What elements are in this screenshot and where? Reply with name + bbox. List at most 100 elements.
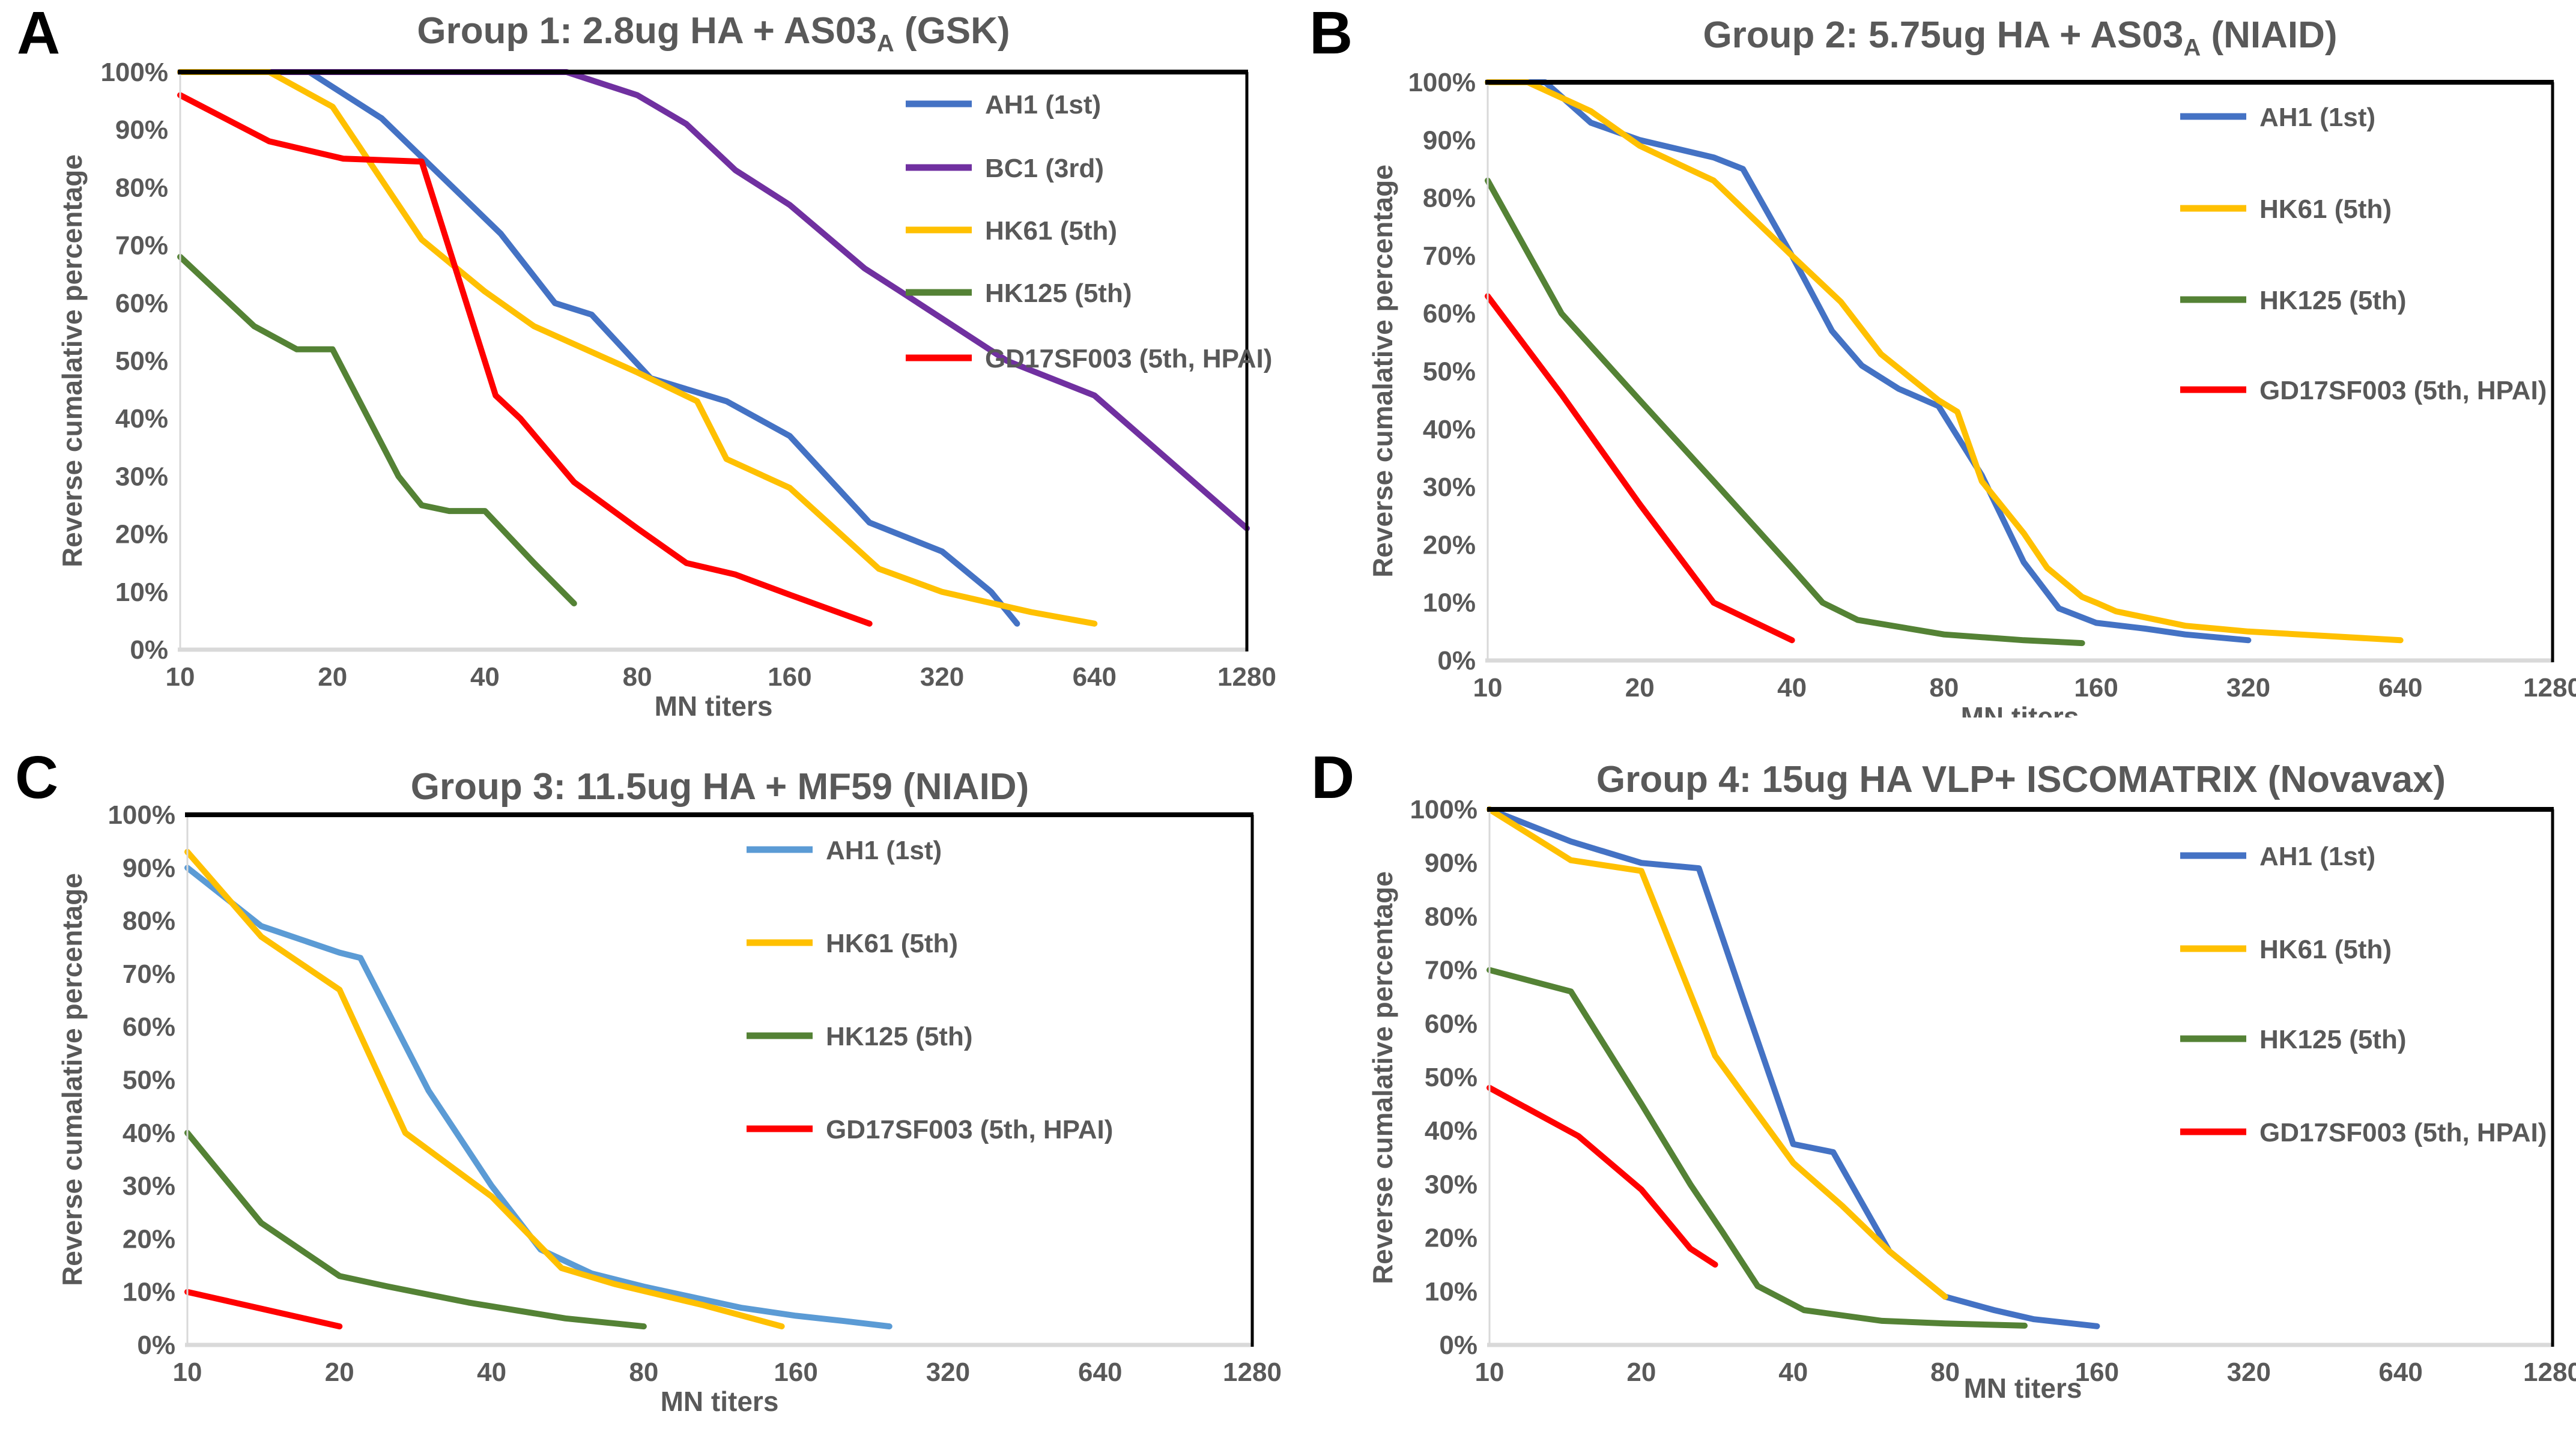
x-tick-label: 40 (1777, 673, 1807, 702)
x-tick-label: 640 (1078, 1358, 1122, 1387)
y-tick-label: 100% (100, 58, 168, 87)
series-line-hk125-5th- (1485, 177, 2085, 647)
x-tick-label: 320 (920, 662, 964, 692)
legend-item: HK61 (5th) (747, 929, 958, 958)
y-tick-label: 70% (115, 231, 168, 261)
chart-plot-group1: 100% 90% 80% 70% 60% 50% 40% 30% 20% 10% 0%10 20 40 8… (100, 58, 1276, 718)
y-tick-label: 90% (123, 853, 175, 883)
chart-title-group3: Group 3: 11.5ug HA + MF59 (NIAID) (187, 766, 1252, 812)
y-tick-label: 80% (1423, 184, 1476, 213)
legend-label: AH1 (1st) (985, 90, 1101, 119)
panel-group4: D Group 4: 15ug HA VLP+ ISCOMATRIX (Nova… (1288, 718, 2576, 1435)
x-tick-label: 320 (2227, 1358, 2271, 1387)
x-tick-label: 80 (1929, 673, 1959, 702)
series-line-hk61-5th- (177, 69, 1098, 627)
chart-title-text: Group 2: 5.75ug HA + AS03 (1703, 14, 2184, 56)
y-tick-label: 10% (1423, 588, 1476, 618)
legend-label: HK61 (5th) (2259, 935, 2392, 964)
y-tick-label: 90% (115, 115, 168, 145)
legend-item: HK125 (5th) (2180, 1025, 2407, 1054)
x-axis-title: MN titers (1961, 701, 2079, 718)
legend-item: GD17SF003 (5th, HPAI) (2180, 1118, 2547, 1147)
legend-label: GD17SF003 (5th, HPAI) (985, 344, 1272, 373)
x-tick-label: 20 (325, 1358, 354, 1387)
y-tick-label: 30% (115, 462, 168, 491)
legend-label: GD17SF003 (5th, HPAI) (826, 1115, 1113, 1144)
y-tick-label: 90% (1423, 125, 1476, 155)
series-line-gd17sf003-5th-hpai- (1487, 1084, 1718, 1268)
x-tick-label: 1280 (1223, 1358, 1282, 1387)
x-axis-title: MN titers (1964, 1373, 2082, 1404)
legend-item: GD17SF003 (5th, HPAI) (2180, 376, 2547, 405)
series-line-gd17sf003-5th-hpai- (1485, 293, 1795, 644)
legend-item: HK125 (5th) (2180, 286, 2407, 315)
x-tick-label: 640 (2378, 1358, 2422, 1387)
x-tick-label: 1280 (1217, 662, 1276, 692)
legend-item: HK61 (5th) (2180, 195, 2392, 224)
y-tick-label: 60% (1425, 1009, 1477, 1039)
legend-item: GD17SF003 (5th, HPAI) (747, 1115, 1113, 1144)
x-tick-label: 160 (774, 1358, 817, 1387)
y-tick-label: 0% (1437, 646, 1476, 675)
chart-title-text: Group 1: 2.8ug HA + AS03 (417, 10, 877, 52)
panel-letter-c: C (15, 744, 59, 811)
legend-label: HK125 (5th) (2259, 1025, 2407, 1054)
legend-label: GD17SF003 (5th, HPAI) (2259, 376, 2547, 405)
x-tick-label: 320 (926, 1358, 970, 1387)
x-tick-label: 320 (2226, 673, 2270, 702)
legend-item: HK61 (5th) (906, 216, 1117, 246)
y-tick-label: 30% (1423, 473, 1476, 502)
series-line-hk61-5th- (184, 848, 785, 1330)
series-line-gd17sf003-5th-hpai- (177, 92, 873, 627)
panel-letter-d: D (1311, 744, 1355, 811)
x-tick-label: 10 (166, 662, 195, 692)
y-tick-label: 10% (1425, 1277, 1477, 1307)
series-line-ah1-1st- (1487, 806, 2100, 1329)
x-tick-label: 640 (2378, 673, 2422, 702)
y-tick-label: 90% (1425, 848, 1477, 878)
y-tick-label: 20% (123, 1224, 175, 1254)
x-tick-label: 640 (1073, 662, 1117, 692)
x-tick-label: 160 (2075, 1358, 2119, 1387)
y-tick-label: 60% (115, 289, 168, 318)
y-tick-label: 70% (123, 959, 175, 989)
y-tick-label: 0% (1439, 1331, 1477, 1360)
series-line-hk125-5th- (184, 1129, 647, 1330)
chart-title-text: Group 4: 15ug HA VLP+ ISCOMATRIX (Novava… (1596, 759, 2446, 800)
series-line-hk61-5th- (1485, 79, 2404, 644)
y-tick-label: 10% (123, 1278, 175, 1307)
x-tick-label: 160 (768, 662, 811, 692)
y-tick-label: 0% (130, 635, 168, 665)
y-tick-label: 100% (1408, 68, 1476, 97)
x-tick-label: 80 (1930, 1358, 1960, 1387)
x-tick-label: 160 (2074, 673, 2118, 702)
legend-label: HK61 (5th) (985, 216, 1117, 246)
legend-label: BC1 (3rd) (985, 154, 1104, 183)
legend-item: AH1 (1st) (906, 90, 1101, 119)
x-axis-title: MN titers (661, 1386, 779, 1417)
x-tick-label: 20 (318, 662, 347, 692)
x-tick-label: 40 (470, 662, 500, 692)
legend-label: HK125 (5th) (985, 279, 1132, 308)
y-tick-label: 20% (1423, 530, 1476, 560)
y-tick-label: 0% (137, 1331, 175, 1360)
legend-item: HK125 (5th) (906, 279, 1132, 308)
x-tick-label: 10 (1473, 673, 1503, 702)
panel-letter-b: B (1309, 0, 1353, 67)
x-tick-label: 80 (623, 662, 652, 692)
chart-title-subscript: A (876, 30, 894, 57)
x-tick-label: 20 (1625, 673, 1655, 702)
y-tick-label: 10% (115, 578, 168, 607)
y-tick-label: 50% (1423, 357, 1476, 387)
y-tick-label: 40% (1425, 1116, 1477, 1146)
legend-label: AH1 (1st) (2259, 842, 2375, 871)
x-tick-label: 10 (173, 1358, 202, 1387)
series-line-ah1-1st- (184, 865, 893, 1330)
y-tick-label: 80% (1425, 902, 1477, 931)
legend-item: HK61 (5th) (2180, 935, 2392, 964)
legend-label: HK125 (5th) (826, 1022, 973, 1051)
y-tick-label: 20% (115, 520, 168, 549)
chart-title-tail: (GSK) (894, 10, 1010, 52)
panel-group2: B Group 2: 5.75ug HA + AS03A (NIAID) Rev… (1288, 0, 2576, 718)
y-tick-label: 30% (1425, 1170, 1477, 1199)
